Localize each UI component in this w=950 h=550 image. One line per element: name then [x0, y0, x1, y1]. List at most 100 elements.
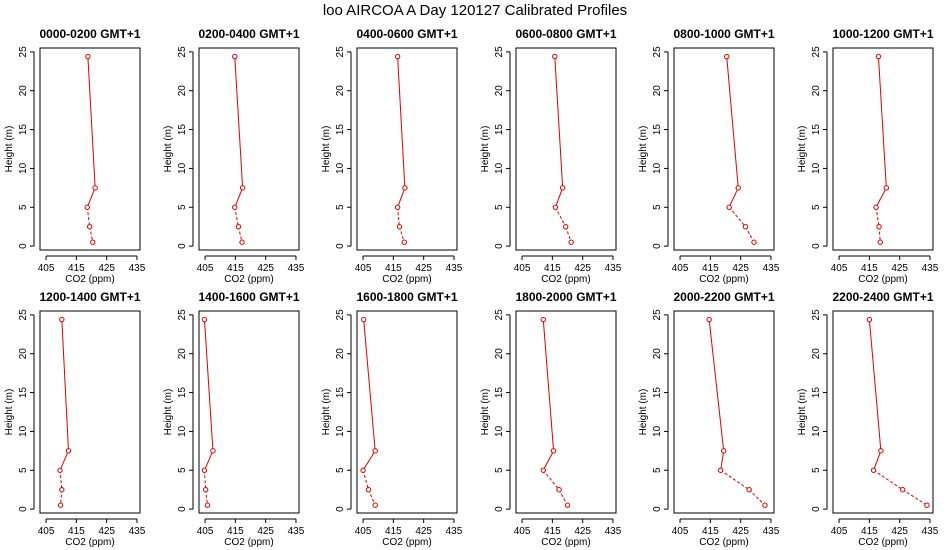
y-axis-label: Height (m) [321, 389, 332, 436]
x-tick-label: 415 [227, 526, 244, 537]
data-point [86, 223, 93, 230]
y-tick-label: 5 [177, 467, 188, 473]
x-tick-label: 415 [861, 263, 878, 274]
x-tick-label: 425 [257, 263, 274, 274]
data-point [751, 239, 757, 245]
data-point [724, 53, 730, 60]
x-axis-label: CO2 (ppm) [382, 537, 431, 548]
x-tick-label: 435 [129, 263, 146, 274]
profile-line-segment [203, 450, 214, 471]
plot-frame [673, 310, 775, 514]
data-point [372, 502, 378, 508]
profile-line-segment [87, 56, 96, 188]
profile-panel-6: 1000-1200 GMT+1 405 415 425 435 CO2 (ppm) 0 5 10… [797, 27, 939, 285]
y-tick-label: 25 [494, 46, 505, 58]
profile-line-segment [362, 450, 376, 471]
y-tick-label: 0 [494, 243, 505, 249]
profile-panel-7: 1200-1400 GMT+1 405 415 425 435 CO2 (ppm) 0 5 10… [4, 290, 146, 548]
y-tick-label: 0 [335, 506, 346, 512]
y-axis-label: Height (m) [163, 126, 174, 173]
x-tick-label: 425 [257, 526, 274, 537]
data-point [762, 502, 768, 508]
data-point [552, 204, 559, 210]
y-tick-label: 10 [811, 425, 822, 437]
x-axis-label: CO2 (ppm) [224, 274, 273, 285]
y-tick-label: 0 [494, 506, 505, 512]
y-tick-label: 0 [335, 243, 346, 249]
x-tick-label: 405 [355, 526, 372, 537]
x-tick-label: 415 [861, 526, 878, 537]
y-tick-label: 20 [18, 348, 29, 360]
y-axis-label: Height (m) [4, 126, 15, 173]
profile-line-segment [398, 226, 405, 243]
profile-line-segment [234, 56, 244, 188]
y-tick-label: 20 [177, 348, 188, 360]
profile-line-segment [397, 207, 400, 227]
x-tick-label: 405 [514, 526, 531, 537]
profile-line-segment [368, 489, 376, 506]
y-tick-label: 0 [652, 243, 663, 249]
y-tick-label: 20 [494, 85, 505, 97]
x-tick-label: 425 [732, 263, 749, 274]
profile-panel-8: 1400-1600 GMT+1 405 415 425 435 CO2 (ppm) 0 5 10… [163, 290, 305, 548]
profile-line-segment [554, 207, 567, 227]
data-point [210, 448, 216, 454]
y-tick-label: 5 [652, 204, 663, 210]
y-tick-label: 20 [652, 348, 663, 360]
profile-line-segment [542, 319, 555, 451]
y-tick-label: 15 [177, 387, 188, 399]
data-point [742, 223, 749, 230]
x-tick-label: 435 [288, 526, 305, 537]
x-tick-label: 435 [129, 526, 146, 537]
x-tick-label: 405 [514, 263, 531, 274]
y-tick-label: 10 [177, 425, 188, 437]
x-tick-label: 405 [355, 263, 372, 274]
x-tick-label: 405 [831, 263, 848, 274]
data-point [396, 223, 403, 230]
profile-line-segment [875, 187, 887, 208]
data-point [65, 448, 72, 454]
y-tick-label: 15 [177, 124, 188, 136]
y-tick-label: 5 [18, 467, 29, 473]
x-axis-label: CO2 (ppm) [541, 537, 590, 548]
profile-line-segment [542, 450, 555, 471]
x-tick-label: 415 [544, 263, 561, 274]
data-point [568, 239, 574, 245]
x-tick-label: 415 [385, 263, 402, 274]
profile-line-segment [59, 470, 63, 490]
y-tick-label: 25 [811, 309, 822, 321]
y-tick-label: 5 [494, 204, 505, 210]
data-point [202, 486, 209, 493]
y-tick-label: 15 [811, 387, 822, 399]
x-tick-label: 425 [415, 263, 432, 274]
profile-line-segment [397, 187, 406, 208]
plot-frame [198, 47, 300, 251]
x-tick-label: 435 [922, 263, 939, 274]
y-tick-label: 0 [811, 506, 822, 512]
y-tick-label: 20 [335, 348, 346, 360]
data-point [556, 486, 562, 493]
y-tick-label: 10 [18, 425, 29, 437]
y-tick-label: 25 [652, 46, 663, 58]
profile-line-segment [565, 226, 572, 243]
y-axis-label: Height (m) [638, 389, 649, 436]
data-point [552, 53, 558, 60]
panel-title: 0200-0400 GMT+1 [198, 27, 299, 41]
profile-line-segment [554, 187, 564, 208]
x-tick-label: 425 [98, 263, 115, 274]
y-tick-label: 0 [177, 243, 188, 249]
panel-title: 2200-2400 GMT+1 [832, 290, 933, 304]
x-tick-label: 425 [891, 263, 908, 274]
y-tick-label: 5 [177, 204, 188, 210]
data-point [394, 53, 401, 60]
profile-line-segment [59, 450, 69, 471]
y-tick-label: 15 [18, 387, 29, 399]
profile-panel-4: 0600-0800 GMT+1 405 415 425 435 CO2 (ppm) 0 5 10… [480, 27, 622, 285]
y-tick-label: 20 [494, 348, 505, 360]
x-tick-label: 435 [605, 526, 622, 537]
profile-line-segment [728, 206, 746, 228]
x-tick-label: 405 [38, 263, 55, 274]
data-point [883, 185, 890, 191]
x-tick-label: 435 [763, 263, 780, 274]
y-tick-label: 15 [335, 124, 346, 136]
